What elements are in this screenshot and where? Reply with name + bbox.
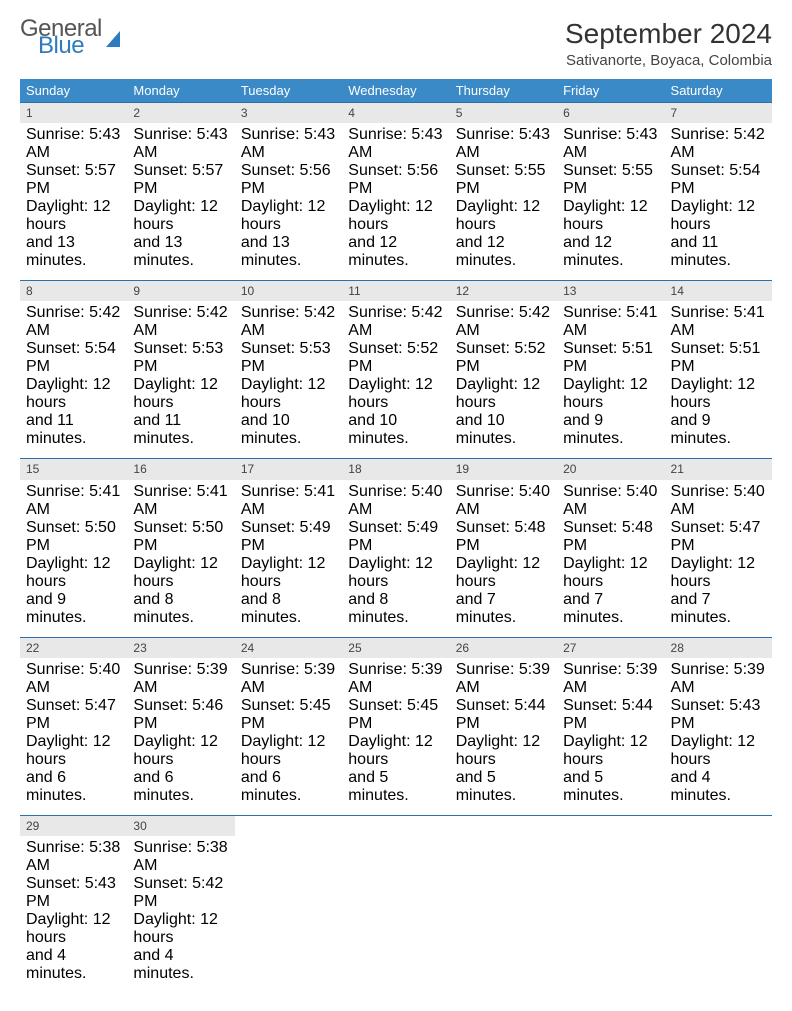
day-header: Monday (127, 79, 234, 103)
calendar-cell: Sunrise: 5:39 AMSunset: 5:45 PMDaylight:… (342, 658, 449, 816)
daynum-row: 22232425262728 (20, 637, 772, 658)
day-number-cell: 18 (342, 459, 449, 480)
day-number-cell: 30 (127, 815, 234, 836)
calendar-cell: Sunrise: 5:40 AMSunset: 5:48 PMDaylight:… (450, 480, 557, 638)
location-text: Sativanorte, Boyaca, Colombia (565, 52, 772, 69)
calendar-cell (342, 836, 449, 993)
daynum-row: 891011121314 (20, 281, 772, 302)
calendar-cell: Sunrise: 5:43 AMSunset: 5:55 PMDaylight:… (450, 123, 557, 281)
day-number-cell: 6 (557, 103, 664, 124)
day-number-cell: 20 (557, 459, 664, 480)
calendar-cell: Sunrise: 5:41 AMSunset: 5:50 PMDaylight:… (20, 480, 127, 638)
day-header: Thursday (450, 79, 557, 103)
calendar-cell: Sunrise: 5:38 AMSunset: 5:43 PMDaylight:… (20, 836, 127, 993)
day-number-cell: 11 (342, 281, 449, 302)
calendar-cell: Sunrise: 5:39 AMSunset: 5:46 PMDaylight:… (127, 658, 234, 816)
calendar-cell: Sunrise: 5:39 AMSunset: 5:44 PMDaylight:… (450, 658, 557, 816)
calendar-cell: Sunrise: 5:42 AMSunset: 5:52 PMDaylight:… (450, 301, 557, 459)
day-number-cell: 17 (235, 459, 342, 480)
calendar-cell: Sunrise: 5:38 AMSunset: 5:42 PMDaylight:… (127, 836, 234, 993)
day-header: Saturday (665, 79, 772, 103)
day-header: Sunday (20, 79, 127, 103)
calendar-cell: Sunrise: 5:41 AMSunset: 5:51 PMDaylight:… (665, 301, 772, 459)
day-number-cell: 3 (235, 103, 342, 124)
calendar-cell: Sunrise: 5:41 AMSunset: 5:51 PMDaylight:… (557, 301, 664, 459)
day-number-cell (450, 815, 557, 836)
calendar-cell (450, 836, 557, 993)
day-number-cell: 8 (20, 281, 127, 302)
calendar-row: Sunrise: 5:38 AMSunset: 5:43 PMDaylight:… (20, 836, 772, 993)
day-header: Tuesday (235, 79, 342, 103)
calendar-row: Sunrise: 5:40 AMSunset: 5:47 PMDaylight:… (20, 658, 772, 816)
calendar-row: Sunrise: 5:43 AMSunset: 5:57 PMDaylight:… (20, 123, 772, 281)
calendar-cell: Sunrise: 5:43 AMSunset: 5:56 PMDaylight:… (235, 123, 342, 281)
day-number-cell: 22 (20, 637, 127, 658)
calendar-cell (557, 836, 664, 993)
day-number-cell: 28 (665, 637, 772, 658)
day-number-cell: 4 (342, 103, 449, 124)
day-number-cell: 15 (20, 459, 127, 480)
calendar-cell: Sunrise: 5:42 AMSunset: 5:53 PMDaylight:… (127, 301, 234, 459)
calendar-cell: Sunrise: 5:42 AMSunset: 5:54 PMDaylight:… (665, 123, 772, 281)
day-number-cell: 16 (127, 459, 234, 480)
day-number-cell: 12 (450, 281, 557, 302)
calendar-cell: Sunrise: 5:42 AMSunset: 5:52 PMDaylight:… (342, 301, 449, 459)
calendar-cell: Sunrise: 5:40 AMSunset: 5:49 PMDaylight:… (342, 480, 449, 638)
day-number-cell: 13 (557, 281, 664, 302)
day-number-cell: 7 (665, 103, 772, 124)
day-number-cell: 21 (665, 459, 772, 480)
daynum-row: 2930 (20, 815, 772, 836)
day-number-cell: 1 (20, 103, 127, 124)
calendar-cell: Sunrise: 5:39 AMSunset: 5:43 PMDaylight:… (665, 658, 772, 816)
calendar-cell: Sunrise: 5:40 AMSunset: 5:48 PMDaylight:… (557, 480, 664, 638)
day-header: Friday (557, 79, 664, 103)
day-number-cell (557, 815, 664, 836)
calendar-cell: Sunrise: 5:40 AMSunset: 5:47 PMDaylight:… (20, 658, 127, 816)
day-number-cell: 26 (450, 637, 557, 658)
day-number-cell: 2 (127, 103, 234, 124)
day-number-cell: 10 (235, 281, 342, 302)
day-number-cell (342, 815, 449, 836)
calendar-cell: Sunrise: 5:43 AMSunset: 5:57 PMDaylight:… (20, 123, 127, 281)
calendar-cell: Sunrise: 5:42 AMSunset: 5:54 PMDaylight:… (20, 301, 127, 459)
day-number-cell: 25 (342, 637, 449, 658)
day-number-cell: 27 (557, 637, 664, 658)
day-number-cell: 14 (665, 281, 772, 302)
calendar-cell: Sunrise: 5:41 AMSunset: 5:49 PMDaylight:… (235, 480, 342, 638)
day-number-cell: 19 (450, 459, 557, 480)
calendar-cell: Sunrise: 5:43 AMSunset: 5:57 PMDaylight:… (127, 123, 234, 281)
page-title: September 2024 (565, 18, 772, 50)
day-number-cell: 29 (20, 815, 127, 836)
day-header: Wednesday (342, 79, 449, 103)
day-number-cell (235, 815, 342, 836)
calendar-cell: Sunrise: 5:39 AMSunset: 5:45 PMDaylight:… (235, 658, 342, 816)
day-number-cell (665, 815, 772, 836)
calendar-row: Sunrise: 5:41 AMSunset: 5:50 PMDaylight:… (20, 480, 772, 638)
calendar-table: Sunday Monday Tuesday Wednesday Thursday… (20, 79, 772, 993)
day-number-cell: 9 (127, 281, 234, 302)
day-header-row: Sunday Monday Tuesday Wednesday Thursday… (20, 79, 772, 103)
calendar-row: Sunrise: 5:42 AMSunset: 5:54 PMDaylight:… (20, 301, 772, 459)
calendar-cell (665, 836, 772, 993)
logo: General Blue (20, 18, 120, 58)
day-number-cell: 23 (127, 637, 234, 658)
header: General Blue September 2024 Sativanorte,… (20, 18, 772, 69)
calendar-cell: Sunrise: 5:43 AMSunset: 5:55 PMDaylight:… (557, 123, 664, 281)
day-number-cell: 5 (450, 103, 557, 124)
calendar-cell: Sunrise: 5:43 AMSunset: 5:56 PMDaylight:… (342, 123, 449, 281)
calendar-cell: Sunrise: 5:39 AMSunset: 5:44 PMDaylight:… (557, 658, 664, 816)
triangle-icon (106, 31, 120, 47)
daynum-row: 15161718192021 (20, 459, 772, 480)
calendar-cell: Sunrise: 5:40 AMSunset: 5:47 PMDaylight:… (665, 480, 772, 638)
day-number-cell: 24 (235, 637, 342, 658)
calendar-cell (235, 836, 342, 993)
daynum-row: 1234567 (20, 103, 772, 124)
calendar-cell: Sunrise: 5:41 AMSunset: 5:50 PMDaylight:… (127, 480, 234, 638)
calendar-cell: Sunrise: 5:42 AMSunset: 5:53 PMDaylight:… (235, 301, 342, 459)
